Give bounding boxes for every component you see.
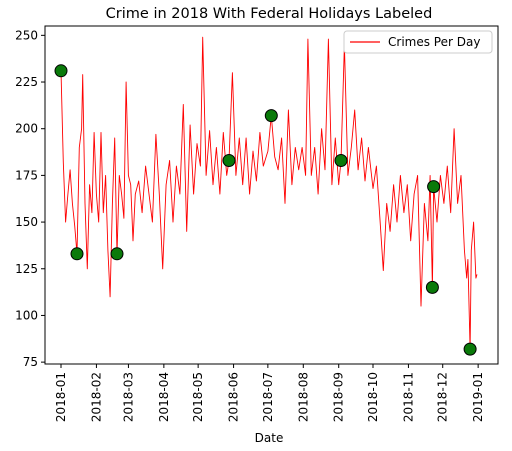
holiday-marker-8 bbox=[463, 342, 477, 356]
holiday-marker-1 bbox=[70, 247, 84, 261]
series-line-0 bbox=[60, 36, 478, 350]
holiday-marker-3 bbox=[222, 154, 236, 167]
y-tick-label-7: 250 bbox=[15, 28, 38, 42]
x-tick-label-4: 2018-05 bbox=[191, 372, 205, 422]
y-axis: 75 100 125 150 175 200 225 250 bbox=[15, 28, 45, 369]
holiday-marker-4 bbox=[264, 109, 278, 123]
legend-label: Crimes Per Day bbox=[388, 35, 480, 49]
x-tick-label-2: 2018-03 bbox=[121, 372, 135, 422]
series-group bbox=[60, 36, 478, 350]
legend-box bbox=[343, 30, 493, 54]
x-tick-label-6: 2018-07 bbox=[261, 372, 275, 422]
holiday-marker-0 bbox=[54, 64, 68, 78]
x-tick-label-3: 2018-04 bbox=[157, 372, 171, 422]
holiday-marker-6 bbox=[425, 280, 439, 294]
holiday-marker-5 bbox=[334, 154, 348, 167]
y-tick-label-1: 100 bbox=[15, 308, 38, 322]
y-tick-label-2: 125 bbox=[15, 262, 38, 276]
y-tick-label-6: 225 bbox=[15, 75, 38, 89]
plot-frame bbox=[44, 25, 499, 365]
legend: Crimes Per Day bbox=[343, 30, 493, 54]
holiday-marker-7 bbox=[427, 180, 441, 194]
y-tick-label-4: 175 bbox=[15, 168, 38, 182]
x-axis: 2018-01 2018-02 2018-03 2018-04 2018-05 2018-… bbox=[54, 364, 485, 422]
chart-title: Crime in 2018 With Federal Holidays Labe… bbox=[106, 6, 433, 22]
x-tick-label-1: 2018-02 bbox=[89, 372, 103, 422]
y-tick-label-0: 75 bbox=[23, 355, 38, 369]
holiday-markers bbox=[54, 64, 477, 356]
x-tick-label-7: 2018-08 bbox=[296, 372, 310, 422]
y-tick-label-3: 150 bbox=[15, 215, 38, 229]
x-tick-label-9: 2018-10 bbox=[366, 372, 380, 422]
x-tick-label-11: 2018-12 bbox=[436, 372, 450, 422]
x-tick-label-8: 2018-09 bbox=[332, 372, 346, 422]
holiday-marker-2 bbox=[110, 247, 124, 261]
x-tick-label-12: 2019-01 bbox=[471, 372, 485, 422]
x-axis-label: Date bbox=[255, 431, 284, 445]
x-tick-label-0: 2018-01 bbox=[54, 372, 68, 422]
x-tick-label-5: 2018-06 bbox=[227, 372, 241, 422]
y-tick-label-5: 200 bbox=[15, 122, 38, 136]
x-tick-label-10: 2018-11 bbox=[401, 372, 415, 422]
